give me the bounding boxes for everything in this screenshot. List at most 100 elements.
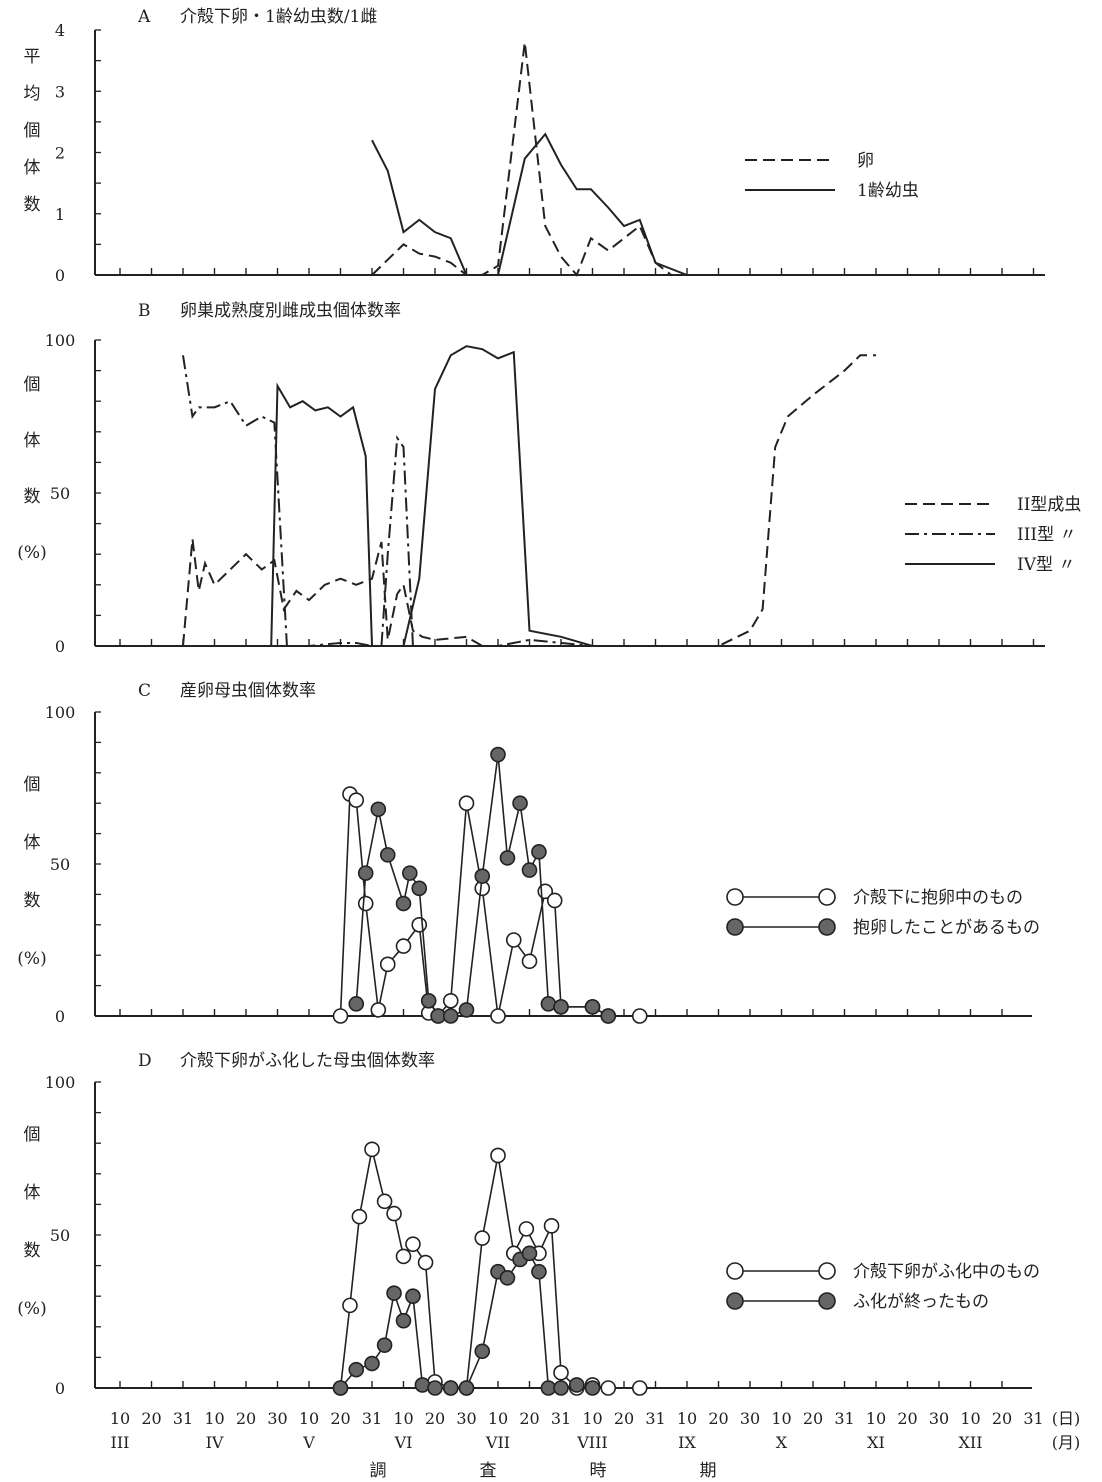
- panel-c-data-point-1: [490, 746, 506, 763]
- panel-d-data-point-1: [386, 1285, 402, 1301]
- panel-a-series-line-1: [371, 132, 703, 276]
- panel-d-data-point-0: [474, 1230, 491, 1246]
- x-day-label: 10: [488, 1409, 508, 1428]
- panel-d-data-point-1: [414, 1377, 431, 1393]
- panel-b-legend-label: II型成虫: [1017, 495, 1081, 515]
- panel-c-y-tick-label: 50: [50, 855, 70, 874]
- panel-c-data-point-0: [490, 1008, 506, 1024]
- x-day-label: 20: [425, 1409, 445, 1428]
- panel-b-y-tick-label: 50: [50, 484, 70, 503]
- panel-c-data-point-1: [442, 1008, 459, 1024]
- x-day-label: 10: [582, 1409, 602, 1428]
- panel-c-data-point-0: [521, 953, 538, 970]
- panel-b-ylabel-char: 数: [24, 487, 41, 507]
- panel-b-ylabel-char: 個: [24, 375, 41, 395]
- panel-d-legend-marker: [726, 1292, 744, 1310]
- x-day-label: 30: [456, 1409, 476, 1428]
- x-day-label: 10: [960, 1409, 980, 1428]
- panel-c-data-point-0: [395, 938, 412, 954]
- panel-d-ylabel-char: (%): [17, 1299, 46, 1319]
- panel-a-y-tick-label: 2: [55, 144, 65, 163]
- x-day-label: 20: [897, 1409, 917, 1428]
- x-day-label: 31: [551, 1409, 571, 1428]
- panel-c-series-line-0: [339, 792, 640, 1017]
- x-month-label: V: [302, 1433, 315, 1452]
- x-day-label: 31: [173, 1409, 193, 1428]
- panel-d-legend-label: ふ化が終ったもの: [853, 1292, 989, 1312]
- panel-c-y-tick-label: 0: [55, 1007, 65, 1026]
- x-day-label: 20: [803, 1409, 823, 1428]
- panel-c-data-point-1: [521, 862, 538, 878]
- panel-d-data-point-0: [518, 1221, 535, 1237]
- panel-c-data-point-1: [512, 795, 528, 812]
- panel-a-ylabel-char: 均: [24, 84, 41, 104]
- panel-d-data-point-0: [490, 1147, 506, 1164]
- panel-b-legend-label: III型 〃: [1017, 525, 1077, 545]
- panel-c-legend-marker: [726, 888, 744, 906]
- panel-d-data-point-0: [351, 1208, 368, 1225]
- panel-d-data-point-1: [531, 1263, 547, 1280]
- panel-d-data-point-0: [405, 1236, 421, 1252]
- panel-d-data-point-1: [474, 1343, 491, 1360]
- panel-d-data-point-1: [584, 1380, 601, 1396]
- panel-b-y-tick-label: 0: [55, 637, 65, 656]
- panel-c-data-point-1: [357, 865, 374, 881]
- panel-a-ylabel-char: 数: [24, 195, 41, 215]
- panel-a-title: 介殻下卵・1齢幼虫数/1雌: [180, 7, 377, 27]
- panel-d-data-point-1: [521, 1245, 538, 1262]
- panel-d-legend-marker: [818, 1262, 836, 1280]
- panel-d-title: 介殻下卵がふ化した母虫個体数率: [180, 1051, 435, 1071]
- panel-b-title: 卵巣成熟度別雌成虫個体数率: [180, 300, 401, 321]
- panel-d-data-point-1: [332, 1380, 349, 1396]
- x-day-label: 10: [677, 1409, 697, 1428]
- x-day-label: 10: [393, 1409, 413, 1428]
- panel-d-data-point-0: [386, 1205, 402, 1222]
- panel-c-legend-marker: [818, 888, 836, 906]
- x-day-label: 20: [141, 1409, 161, 1428]
- x-day-label: 10: [110, 1409, 130, 1428]
- panel-a-letter: A: [137, 7, 151, 27]
- x-day-label: 30: [929, 1409, 949, 1428]
- x-day-unit: (日): [1052, 1409, 1081, 1428]
- panel-c-data-point-1: [540, 996, 557, 1012]
- panel-c-data-point-1: [411, 880, 428, 897]
- panel-c-data-point-0: [411, 916, 428, 933]
- panel-c-data-point-0: [348, 792, 365, 808]
- panel-c-data-point-0: [458, 795, 475, 812]
- panel-d-data-point-0: [417, 1254, 434, 1271]
- panel-d-data-point-1: [553, 1380, 569, 1396]
- x-day-label: 20: [330, 1409, 350, 1428]
- panel-c-data-point-0: [546, 892, 563, 909]
- panel-a-legend-label: 1齢幼虫: [857, 181, 919, 201]
- x-day-label: 31: [834, 1409, 854, 1428]
- panel-c-data-point-0: [505, 932, 522, 948]
- panel-a-y-tick-label: 3: [55, 82, 65, 101]
- panel-c-data-point-0: [379, 956, 396, 973]
- panel-c-data-point-1: [420, 992, 437, 1009]
- x-axis-title-char: 査: [480, 1461, 497, 1481]
- x-day-label: 30: [267, 1409, 287, 1428]
- panel-c-title: 産卵母虫個体数率: [180, 681, 316, 701]
- panel-d-data-point-1: [499, 1270, 516, 1286]
- panel-a-y-tick-label: 0: [55, 266, 65, 285]
- panel-c-data-point-0: [357, 895, 374, 912]
- x-day-label: 10: [204, 1409, 224, 1428]
- panel-c-data-point-1: [401, 865, 418, 881]
- panel-c-data-point-1: [584, 999, 601, 1015]
- x-month-label: XII: [958, 1433, 982, 1452]
- panel-d-data-point-1: [348, 1361, 365, 1378]
- panel-c-ylabel-char: 体: [24, 833, 41, 853]
- panel-b-ylabel-char: (%): [17, 543, 46, 563]
- panel-a-y-tick-label: 4: [55, 21, 65, 40]
- panel-d-legend-marker: [818, 1292, 836, 1310]
- panel-d-legend-marker: [726, 1262, 744, 1280]
- panel-c-data-point-1: [553, 999, 569, 1015]
- panel-c-data-point-1: [458, 1002, 475, 1018]
- panel-a-ylabel-char: 個: [24, 121, 41, 141]
- panel-d-data-point-0: [543, 1218, 560, 1234]
- panel-c-data-point-1: [348, 996, 365, 1012]
- x-day-label: 20: [614, 1409, 634, 1428]
- panel-d-y-tick-label: 0: [55, 1379, 65, 1398]
- panel-b-y-tick-label: 100: [45, 331, 76, 350]
